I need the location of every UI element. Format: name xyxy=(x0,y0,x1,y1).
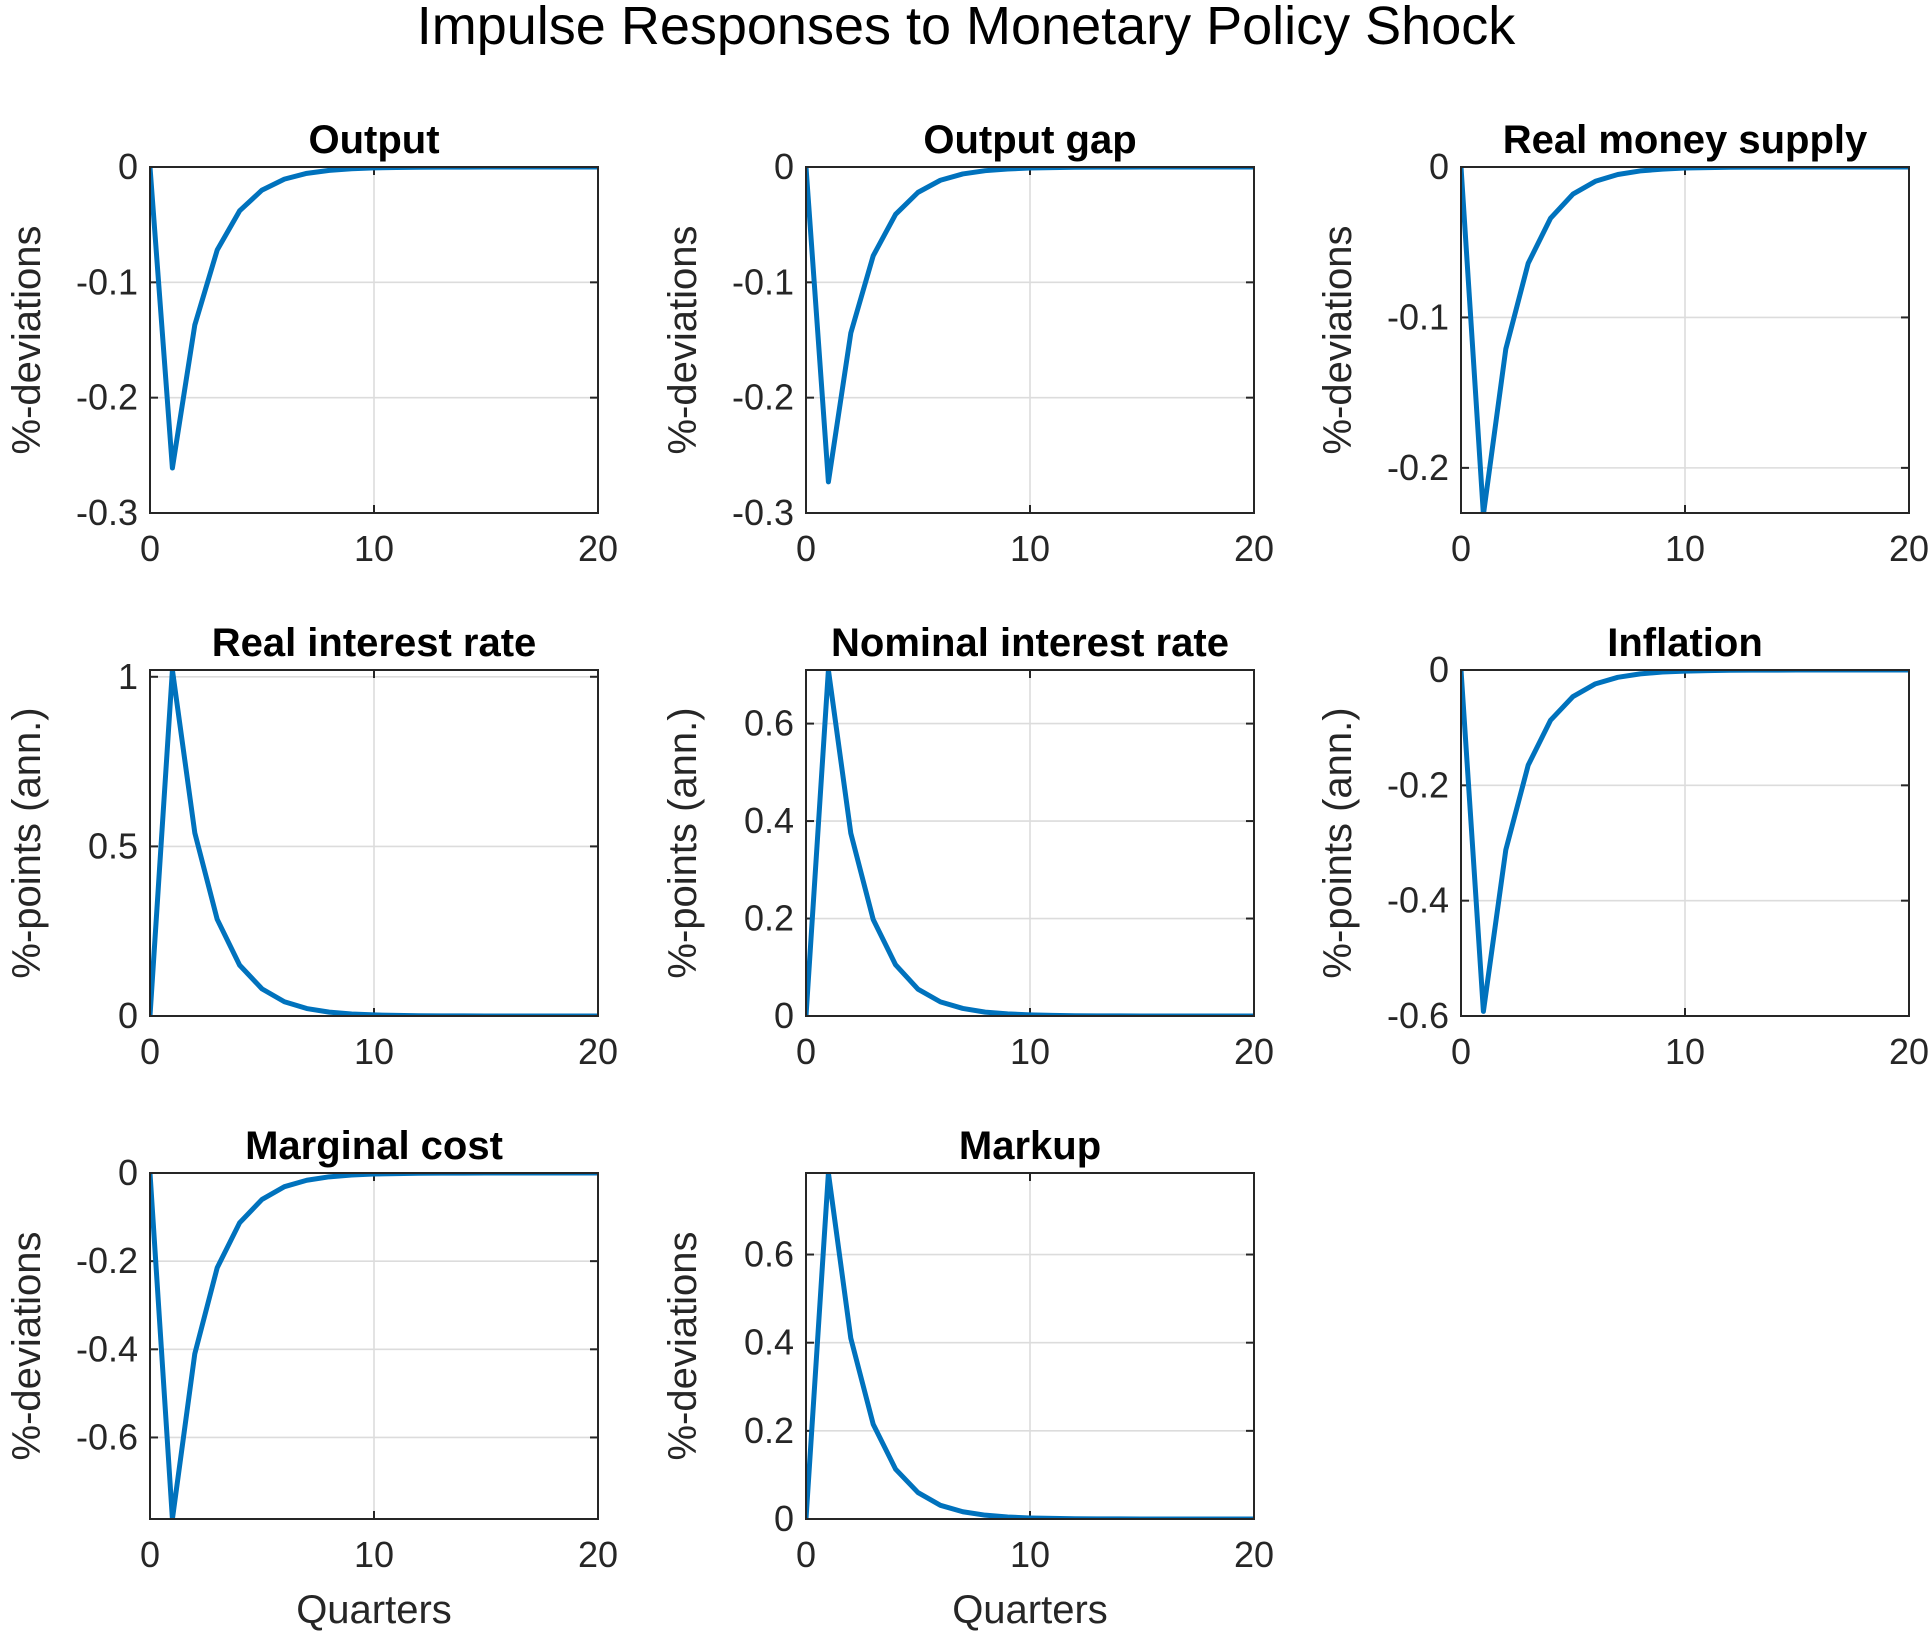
y-tick-label: -0.6 xyxy=(1387,995,1449,1036)
subplot-1: 0 10 20 -0.3 -0.2 -0.1 0 Output %-deviations xyxy=(5,118,618,569)
x-axis-label: Quarters xyxy=(952,1588,1108,1632)
subplot-7: 0 10 20 -0.6 -0.4 -0.2 0 Marginal cost %-deviati… xyxy=(5,1124,618,1632)
x-tick-label: 10 xyxy=(354,1534,394,1575)
y-tick-label: 0.4 xyxy=(744,800,794,841)
y-tick-label: 0.4 xyxy=(744,1322,794,1363)
y-tick-label: -0.1 xyxy=(1387,296,1449,337)
panel-title: Marginal cost xyxy=(245,1124,503,1168)
subplot-2: 0 10 20 -0.3 -0.2 -0.1 0 Output gap %-deviations xyxy=(661,118,1274,569)
y-axis-label: %-deviations xyxy=(5,225,49,454)
x-tick-label: 20 xyxy=(1234,528,1274,569)
y-axis-label: %-deviations xyxy=(5,1231,49,1460)
y-tick-label: -0.2 xyxy=(1387,447,1449,488)
axes-box xyxy=(149,166,599,514)
y-tick-label: 0 xyxy=(1429,649,1449,690)
y-tick-label: 0 xyxy=(118,995,138,1036)
panel-title: Output xyxy=(308,118,439,162)
subplot-5: 0 10 20 0 0.2 0.4 0.6 Nominal interest rate %-po… xyxy=(661,621,1274,1072)
x-tick-label: 10 xyxy=(1665,528,1705,569)
y-tick-label: 0 xyxy=(774,146,794,187)
panel-title: Markup xyxy=(959,1124,1101,1168)
panel-title: Nominal interest rate xyxy=(831,621,1229,665)
x-tick-label: 20 xyxy=(1889,528,1929,569)
y-tick-label: -0.6 xyxy=(76,1416,138,1457)
x-tick-label: 0 xyxy=(1451,528,1471,569)
y-axis-label: %-points (ann.) xyxy=(5,707,49,978)
y-tick-label: -0.2 xyxy=(76,377,138,418)
x-tick-label: 10 xyxy=(354,528,394,569)
panel-title: Real money supply xyxy=(1503,118,1868,162)
x-tick-label: 20 xyxy=(578,1031,618,1072)
panel-title: Inflation xyxy=(1607,621,1763,665)
x-tick-label: 0 xyxy=(796,1031,816,1072)
x-tick-label: 0 xyxy=(796,1534,816,1575)
x-tick-label: 0 xyxy=(140,1534,160,1575)
y-axis-label: %-deviations xyxy=(661,1231,705,1460)
y-tick-label: 0.2 xyxy=(744,898,794,939)
y-tick-label: -0.1 xyxy=(76,261,138,302)
x-tick-label: 10 xyxy=(1010,1031,1050,1072)
x-tick-label: 20 xyxy=(578,1534,618,1575)
y-tick-label: -0.2 xyxy=(76,1240,138,1281)
y-tick-label: 0.2 xyxy=(744,1410,794,1451)
y-tick-label: -0.3 xyxy=(732,492,794,533)
y-tick-label: -0.1 xyxy=(732,261,794,302)
y-tick-label: -0.2 xyxy=(1387,764,1449,805)
x-tick-label: 20 xyxy=(1234,1534,1274,1575)
panel-title: Real interest rate xyxy=(212,621,537,665)
y-tick-label: 0.6 xyxy=(744,703,794,744)
x-tick-label: 0 xyxy=(796,528,816,569)
y-tick-label: 0 xyxy=(118,1152,138,1193)
x-tick-label: 0 xyxy=(1451,1031,1471,1072)
y-tick-label: 0 xyxy=(118,146,138,187)
y-axis-label: %-deviations xyxy=(1316,225,1360,454)
y-tick-label: -0.2 xyxy=(732,377,794,418)
x-tick-label: 20 xyxy=(578,528,618,569)
y-tick-label: 0.5 xyxy=(88,825,138,866)
y-axis-label: %-deviations xyxy=(661,225,705,454)
y-tick-label: 1 xyxy=(118,656,138,697)
axes-box xyxy=(805,669,1255,1017)
subplot-6: 0 10 20 -0.6 -0.4 -0.2 0 Inflation %-points (ann… xyxy=(1316,621,1929,1072)
axes-box xyxy=(805,1172,1255,1520)
x-tick-label: 0 xyxy=(140,1031,160,1072)
y-tick-label: -0.4 xyxy=(76,1328,138,1369)
y-tick-label: 0 xyxy=(774,995,794,1036)
figure-suptitle: Impulse Responses to Monetary Policy Sho… xyxy=(417,0,1517,56)
y-tick-label: 0 xyxy=(774,1498,794,1539)
y-tick-label: 0 xyxy=(1429,146,1449,187)
y-tick-label: -0.3 xyxy=(76,492,138,533)
subplot-8: 0 10 20 0 0.2 0.4 0.6 Markup %-deviations Quarter… xyxy=(661,1124,1274,1632)
y-axis-label: %-points (ann.) xyxy=(1316,707,1360,978)
axes-box xyxy=(1460,669,1910,1017)
x-tick-label: 10 xyxy=(1010,1534,1050,1575)
axes-box xyxy=(805,166,1255,514)
x-axis-label: Quarters xyxy=(296,1588,452,1632)
x-tick-label: 10 xyxy=(1665,1031,1705,1072)
subplot-3: 0 10 20 -0.2 -0.1 0 Real money supply %-deviati… xyxy=(1316,118,1929,569)
y-tick-label: 0.6 xyxy=(744,1234,794,1275)
subplot-4: 0 10 20 0 0.5 1 Real interest rate %-points (an… xyxy=(5,621,618,1072)
x-tick-label: 20 xyxy=(1889,1031,1929,1072)
x-tick-label: 0 xyxy=(140,528,160,569)
panel-title: Output gap xyxy=(923,118,1136,162)
axes-box xyxy=(149,1172,599,1520)
y-tick-label: -0.4 xyxy=(1387,880,1449,921)
axes-box xyxy=(149,669,599,1017)
x-tick-label: 10 xyxy=(354,1031,394,1072)
x-tick-label: 10 xyxy=(1010,528,1050,569)
x-tick-label: 20 xyxy=(1234,1031,1274,1072)
y-axis-label: %-points (ann.) xyxy=(661,707,705,978)
axes-box xyxy=(1460,166,1910,514)
